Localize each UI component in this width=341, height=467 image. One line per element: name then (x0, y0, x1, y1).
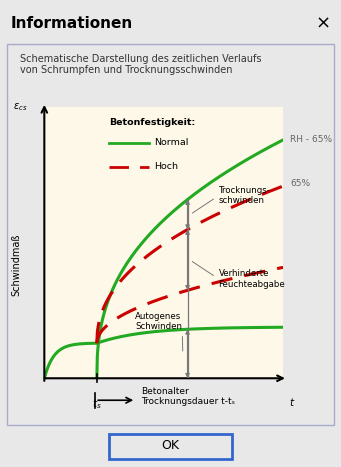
Text: Schwindmaß: Schwindmaß (11, 234, 21, 297)
Text: $t$: $t$ (290, 396, 296, 408)
Text: Trocknungs-
schwinden: Trocknungs- schwinden (192, 186, 270, 213)
Text: RH - 65%: RH - 65% (290, 135, 332, 144)
Text: OK: OK (162, 439, 179, 453)
Text: Hoch: Hoch (154, 163, 178, 171)
FancyBboxPatch shape (109, 434, 232, 460)
Text: Betonfestigkeit:: Betonfestigkeit: (109, 118, 195, 127)
Text: Informationen: Informationen (10, 15, 133, 30)
Text: $t_s$: $t_s$ (92, 397, 102, 411)
Text: $ε_{cs}$: $ε_{cs}$ (13, 101, 28, 113)
Text: Schematische Darstellung des zeitlichen Verlaufs: Schematische Darstellung des zeitlichen … (20, 54, 262, 64)
Text: Autogenes
Schwinden: Autogenes Schwinden (135, 311, 183, 351)
Text: Betonalter
Trocknungsdauer t-tₛ: Betonalter Trocknungsdauer t-tₛ (141, 387, 235, 406)
Text: Normal: Normal (154, 138, 189, 147)
Text: von Schrumpfen und Trocknungsschwinden: von Schrumpfen und Trocknungsschwinden (20, 65, 233, 75)
Text: Verhinderte
Feuchteabgabe: Verhinderte Feuchteabgabe (192, 262, 285, 289)
Text: ×: × (316, 14, 331, 32)
Text: 65%: 65% (290, 179, 310, 188)
